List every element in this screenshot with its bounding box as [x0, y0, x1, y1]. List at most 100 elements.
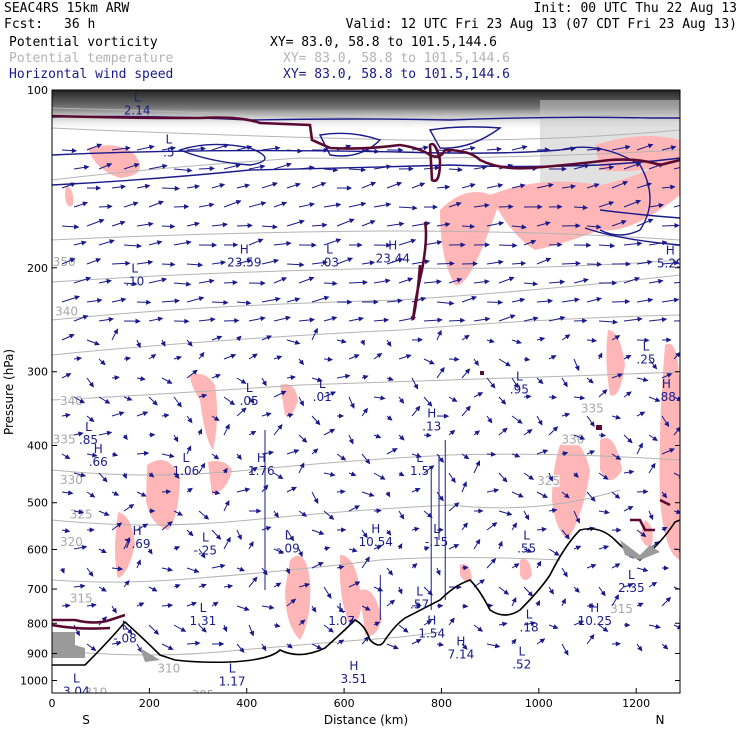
wind-vector-head	[376, 508, 382, 514]
wind-vector-head	[417, 337, 424, 343]
extremum-kind: L	[433, 522, 440, 536]
wind-vector-shaft	[673, 166, 680, 170]
wind-vector-head	[634, 276, 641, 282]
wind-vector-head	[69, 258, 76, 263]
wind-vector-head	[219, 563, 226, 569]
wind-vector-head	[208, 202, 215, 208]
wind-vector-head	[438, 457, 444, 463]
wind-vector-head	[252, 353, 258, 359]
extremum-kind: L	[628, 568, 635, 582]
wind-vector-head	[244, 487, 251, 493]
wind-vector-head	[335, 238, 342, 244]
wind-vector-head	[524, 356, 531, 362]
wind-vector-head	[260, 280, 266, 286]
field-name-theta: Potential temperature	[9, 51, 174, 66]
extremum-value: .95	[510, 382, 529, 396]
wind-vector-head	[341, 338, 347, 344]
extremum-value: 5.29	[657, 257, 684, 271]
wind-vector-head	[259, 164, 266, 170]
wind-vector-head	[670, 145, 677, 151]
wind-vector-head	[136, 342, 141, 349]
wind-vector-head	[642, 377, 649, 383]
wind-vector-head	[438, 641, 445, 647]
wind-vector-head	[636, 241, 643, 247]
wind-vector-head	[65, 412, 71, 418]
wind-vector-head	[412, 205, 418, 211]
wind-vector-head	[332, 167, 339, 173]
extremum-value: .10	[125, 274, 144, 288]
theta-label: 315	[610, 602, 633, 616]
wind-vector-head	[224, 500, 230, 506]
theta-label-bg	[537, 475, 560, 488]
wind-vector-head	[449, 300, 455, 306]
extremum-kind: L	[200, 601, 207, 615]
wind-vector-head	[640, 531, 647, 538]
wind-vector-head	[625, 354, 632, 360]
wind-vector-head	[663, 565, 670, 571]
wind-vector-head	[621, 220, 627, 225]
wind-vector-head	[410, 238, 417, 244]
wind-vector-head	[416, 453, 422, 459]
wind-vector-head	[380, 395, 386, 401]
wind-vector-head	[269, 604, 275, 610]
wind-vector-head	[579, 395, 586, 401]
wind-vector-head	[193, 568, 200, 573]
wind-vector-head	[122, 473, 127, 480]
pv-dot	[596, 425, 602, 430]
wind-vector-head	[411, 563, 418, 569]
extremum-value: .57	[410, 597, 429, 611]
wind-vector-head	[160, 341, 166, 347]
wind-vector-head	[200, 462, 206, 469]
wind-vector-head	[322, 222, 328, 228]
wind-vector-head	[237, 534, 242, 541]
wind-vector-head	[88, 571, 94, 577]
wind-vector-head	[597, 352, 603, 359]
wind-vector-head	[666, 373, 673, 378]
wind-vector-head	[386, 529, 392, 536]
wind-vector-head	[67, 490, 74, 496]
wind-vector-head	[520, 260, 527, 266]
wind-vector-head	[216, 335, 223, 341]
wind-vector-head	[112, 451, 119, 457]
wind-vector-head	[96, 143, 103, 149]
wind-vector-head	[65, 603, 71, 609]
pv-shade	[208, 461, 232, 495]
wind-vector-head	[167, 521, 173, 527]
wind-vector-head	[505, 361, 511, 367]
extremum-value: 1.07	[328, 614, 355, 628]
wind-vector-head	[553, 550, 560, 556]
wind-vector-head	[661, 492, 668, 499]
extremum-value: 1.17	[219, 674, 246, 688]
model-title: SEAC4RS 15km ARW	[4, 1, 129, 16]
wind-vector-head	[74, 224, 80, 230]
extremum-value: -.15	[425, 535, 448, 549]
wind-vector-head	[215, 534, 222, 540]
wind-vector-head	[601, 389, 608, 395]
wind-vector-head	[398, 471, 405, 477]
wind-vector-head	[462, 644, 468, 650]
wind-vector-head	[516, 339, 522, 345]
wind-vector-head	[385, 202, 392, 208]
forecast-label: Fcst:	[4, 17, 43, 32]
wind-vector-head	[548, 476, 554, 482]
wind-vector-head	[309, 202, 315, 208]
theta-label: 305	[191, 688, 214, 702]
wind-vector-head	[512, 242, 518, 248]
extremum-kind: L	[338, 601, 345, 615]
wind-vector-head	[673, 297, 680, 303]
wind-vector-head	[290, 598, 297, 604]
wind-vector-head	[95, 185, 102, 191]
wind-vector-head	[665, 596, 672, 603]
wind-vector-head	[136, 243, 143, 249]
wind-vector-head	[107, 204, 113, 210]
wind-vector-head	[174, 546, 181, 551]
wind-vector-head	[615, 454, 622, 460]
wind-vector-head	[329, 471, 336, 477]
wind-vector-head	[273, 258, 280, 264]
wind-vector-head	[530, 620, 536, 626]
wind-vector-head	[209, 278, 215, 284]
wind-vector-head	[143, 450, 150, 456]
extremum-kind: L	[516, 369, 523, 383]
extremum-value: .03	[320, 255, 339, 269]
wind-vector-head	[460, 242, 466, 248]
